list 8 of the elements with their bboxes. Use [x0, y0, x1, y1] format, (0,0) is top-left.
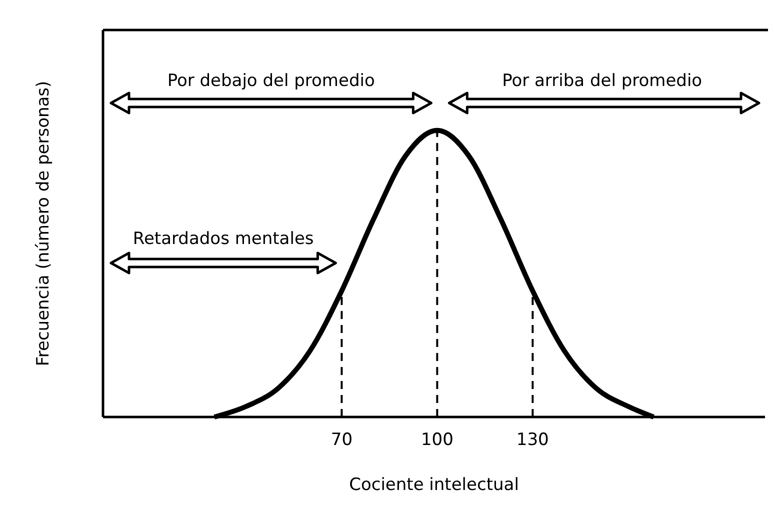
y-axis-title: Frecuencia (número de personas) — [34, 80, 54, 366]
text: Por debajo del promedio — [167, 71, 375, 91]
text: Por arriba del promedio — [502, 71, 702, 91]
x-axis-title: Cociente intelectual — [349, 475, 519, 495]
x-tick-label: 100 — [420, 430, 454, 450]
x-tick-label: 70 — [330, 430, 353, 450]
x-tick-label: 130 — [516, 430, 549, 450]
annotation: Retardados mentales — [132, 229, 314, 249]
